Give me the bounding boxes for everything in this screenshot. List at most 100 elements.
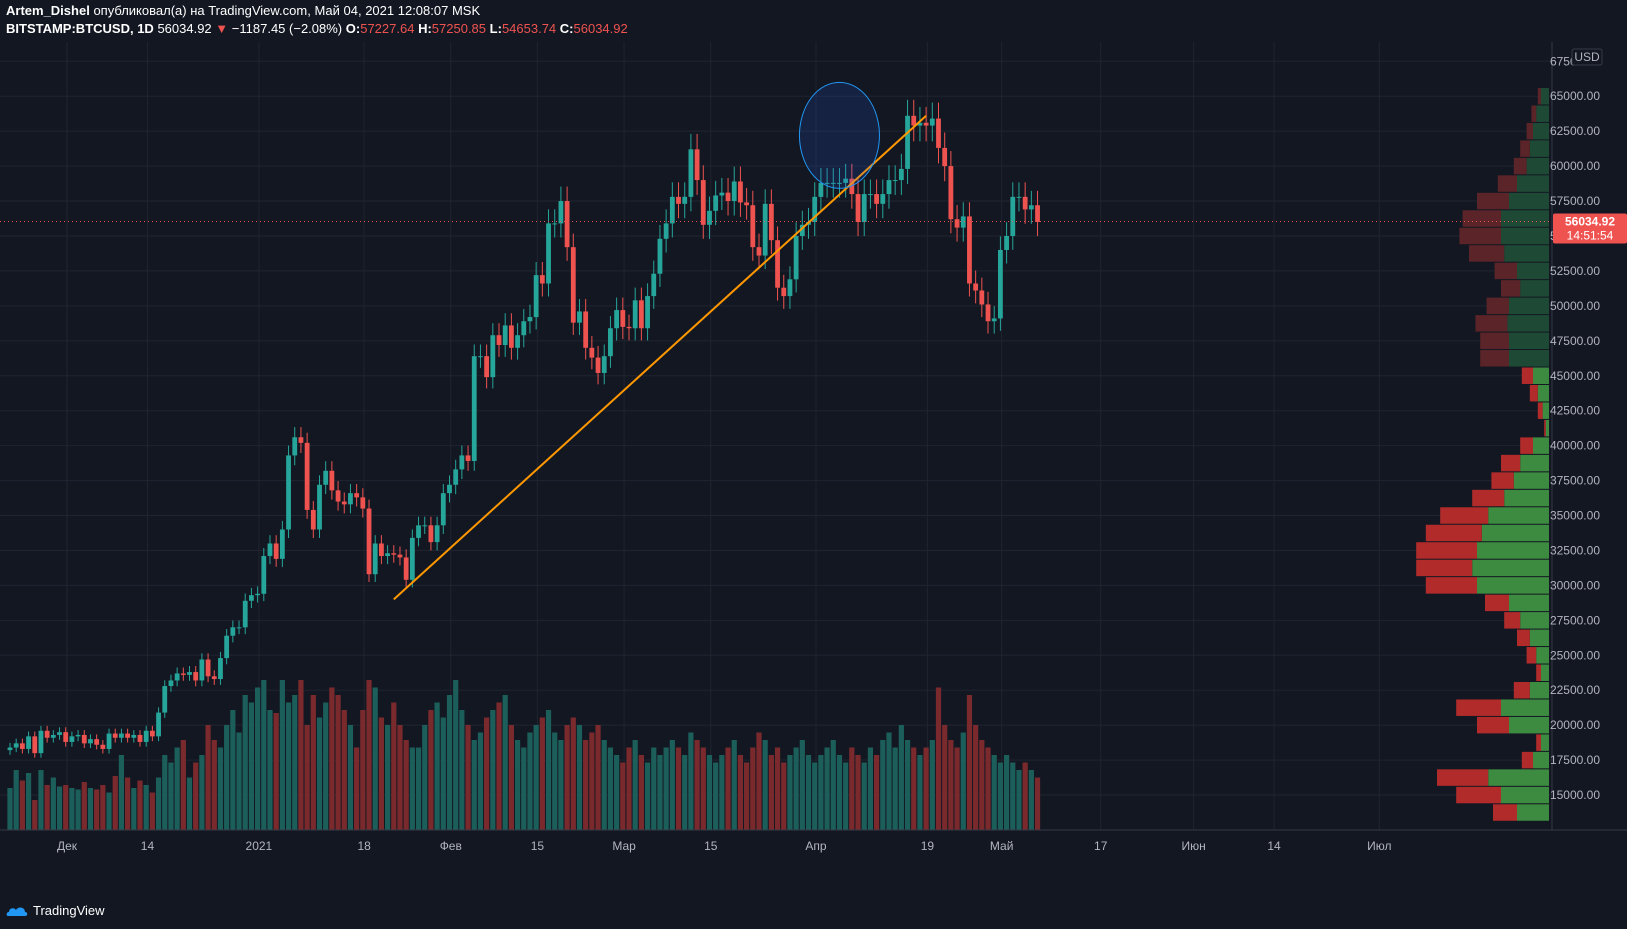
volume-bar bbox=[1010, 762, 1016, 830]
candle-body bbox=[88, 739, 93, 744]
volume-bar bbox=[193, 762, 199, 830]
close-label: C: bbox=[559, 21, 574, 36]
candle-body bbox=[886, 180, 892, 195]
price-tick-label: 32500.00 bbox=[1550, 543, 1600, 557]
volume-bar bbox=[781, 762, 787, 830]
symbol-name[interactable]: BITSTAMP:BTCUSD, 1D bbox=[6, 21, 154, 36]
candle-body bbox=[713, 195, 719, 211]
volume-bar bbox=[892, 747, 898, 830]
candle-body bbox=[32, 736, 38, 754]
volume-bar bbox=[372, 687, 378, 830]
candle-body bbox=[137, 734, 143, 742]
volume-bar bbox=[675, 747, 682, 830]
publish-text: опубликовал(а) на TradingView.com, Май 0… bbox=[93, 3, 481, 18]
candle-body bbox=[676, 196, 681, 204]
volume-bar bbox=[162, 755, 168, 830]
volume-bar bbox=[954, 747, 960, 830]
volume-bar bbox=[471, 740, 477, 830]
volume-profile-buy bbox=[1504, 245, 1549, 262]
volume-bar bbox=[391, 702, 397, 830]
volume-profile-buy bbox=[1541, 664, 1549, 681]
candle-body bbox=[515, 335, 520, 348]
candle-body bbox=[880, 194, 886, 204]
candle-body bbox=[830, 182, 836, 184]
price-tick-label: 27500.00 bbox=[1550, 613, 1600, 627]
trendline[interactable] bbox=[393, 115, 927, 601]
price-tick-label: 42500.00 bbox=[1550, 404, 1600, 418]
volume-bar bbox=[657, 755, 663, 830]
volume-profile-sell bbox=[1526, 647, 1537, 664]
volume-profile-buy bbox=[1545, 419, 1549, 437]
price-chart[interactable]: 67500.0065000.0062500.0060000.0057500.00… bbox=[0, 42, 1627, 895]
volume-bar bbox=[614, 755, 620, 830]
chart-publish-info: Artem_Dishel опубликовал(а) на TradingVi… bbox=[6, 3, 480, 18]
candle-body bbox=[818, 182, 824, 197]
candle-body bbox=[998, 249, 1003, 319]
highlight-circle[interactable] bbox=[798, 81, 880, 189]
volume-profile-sell bbox=[1425, 577, 1477, 594]
volume-bar bbox=[985, 747, 991, 830]
volume-profile-buy bbox=[1509, 192, 1549, 210]
volume-bar bbox=[1003, 755, 1010, 830]
volume-bar bbox=[496, 702, 502, 830]
candle-body bbox=[824, 182, 830, 184]
tradingview-logo[interactable]: TradingView bbox=[6, 903, 105, 918]
volume-bar bbox=[583, 740, 589, 830]
candle-body bbox=[69, 736, 75, 742]
volume-bar bbox=[143, 785, 149, 830]
candle-body bbox=[651, 273, 657, 297]
price-tick-label: 35000.00 bbox=[1550, 509, 1600, 523]
candle-body bbox=[960, 216, 966, 228]
candle-body bbox=[304, 442, 310, 510]
volume-profile-buy bbox=[1526, 157, 1549, 175]
candle-body bbox=[502, 325, 508, 346]
volume-profile-buy bbox=[1533, 367, 1549, 384]
volume-bar bbox=[112, 776, 118, 830]
price-axis[interactable]: 67500.0065000.0062500.0060000.0057500.00… bbox=[1550, 54, 1600, 802]
volume-bar bbox=[224, 725, 230, 830]
volume-profile-sell bbox=[1520, 437, 1533, 454]
volume-bar bbox=[292, 695, 298, 830]
volume-profile-sell bbox=[1462, 210, 1501, 227]
volume-profile-sell bbox=[1437, 769, 1489, 786]
candle-body bbox=[868, 194, 873, 196]
candle-body bbox=[1035, 205, 1040, 223]
currency-box[interactable] bbox=[1571, 48, 1603, 66]
volume-bar bbox=[242, 695, 248, 830]
price-tick-label: 20000.00 bbox=[1550, 718, 1600, 732]
price-tick-label: 45000.00 bbox=[1550, 369, 1600, 383]
volume-profile-sell bbox=[1456, 786, 1501, 804]
candle-body bbox=[682, 196, 688, 204]
candle-body bbox=[490, 335, 496, 378]
volume-bar bbox=[793, 747, 799, 830]
volume-bar bbox=[199, 755, 205, 830]
candle-body bbox=[1016, 196, 1022, 198]
price-tick-label: 37500.00 bbox=[1550, 474, 1600, 488]
volume-bar bbox=[484, 717, 490, 830]
candle-body bbox=[669, 196, 675, 224]
volume-bar bbox=[663, 747, 669, 830]
candle-body bbox=[119, 733, 124, 738]
candle-body bbox=[645, 296, 650, 329]
candle-body bbox=[905, 115, 910, 169]
volume-bar bbox=[94, 789, 100, 830]
volume-bar bbox=[812, 762, 818, 830]
candle-body bbox=[199, 659, 205, 681]
volume-profile-buy bbox=[1542, 402, 1549, 419]
time-axis[interactable]: Дек 14 2021 18 Фев 15 Мар 15 Апр 19 Май 17 Июн 14 Июл bbox=[57, 839, 1391, 853]
author-name[interactable]: Artem_Dishel bbox=[6, 3, 90, 18]
volume-bar bbox=[155, 777, 162, 830]
volume-bar bbox=[125, 777, 131, 830]
volume-profile-sell bbox=[1517, 629, 1530, 647]
volume-profile-buy bbox=[1537, 384, 1549, 402]
candle-body bbox=[261, 556, 267, 594]
candle-body bbox=[917, 122, 923, 126]
volume-bar bbox=[1028, 770, 1034, 830]
candle-body bbox=[354, 493, 360, 498]
candle-body bbox=[156, 712, 161, 737]
volume-bar bbox=[700, 747, 706, 830]
volume-profile-sell bbox=[1497, 175, 1517, 192]
volume-bar bbox=[737, 755, 744, 830]
volume-bar bbox=[465, 725, 471, 830]
volume-bar bbox=[805, 755, 812, 830]
